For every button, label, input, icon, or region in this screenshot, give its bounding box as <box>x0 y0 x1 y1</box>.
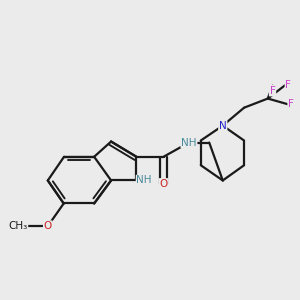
Text: NH: NH <box>181 138 197 148</box>
Text: O: O <box>44 221 52 231</box>
Text: N: N <box>219 121 226 130</box>
Text: F: F <box>288 99 294 109</box>
Text: NH: NH <box>136 176 152 185</box>
Text: F: F <box>285 80 291 90</box>
Text: F: F <box>270 86 275 96</box>
Text: CH₃: CH₃ <box>8 221 28 231</box>
Text: O: O <box>159 179 168 189</box>
